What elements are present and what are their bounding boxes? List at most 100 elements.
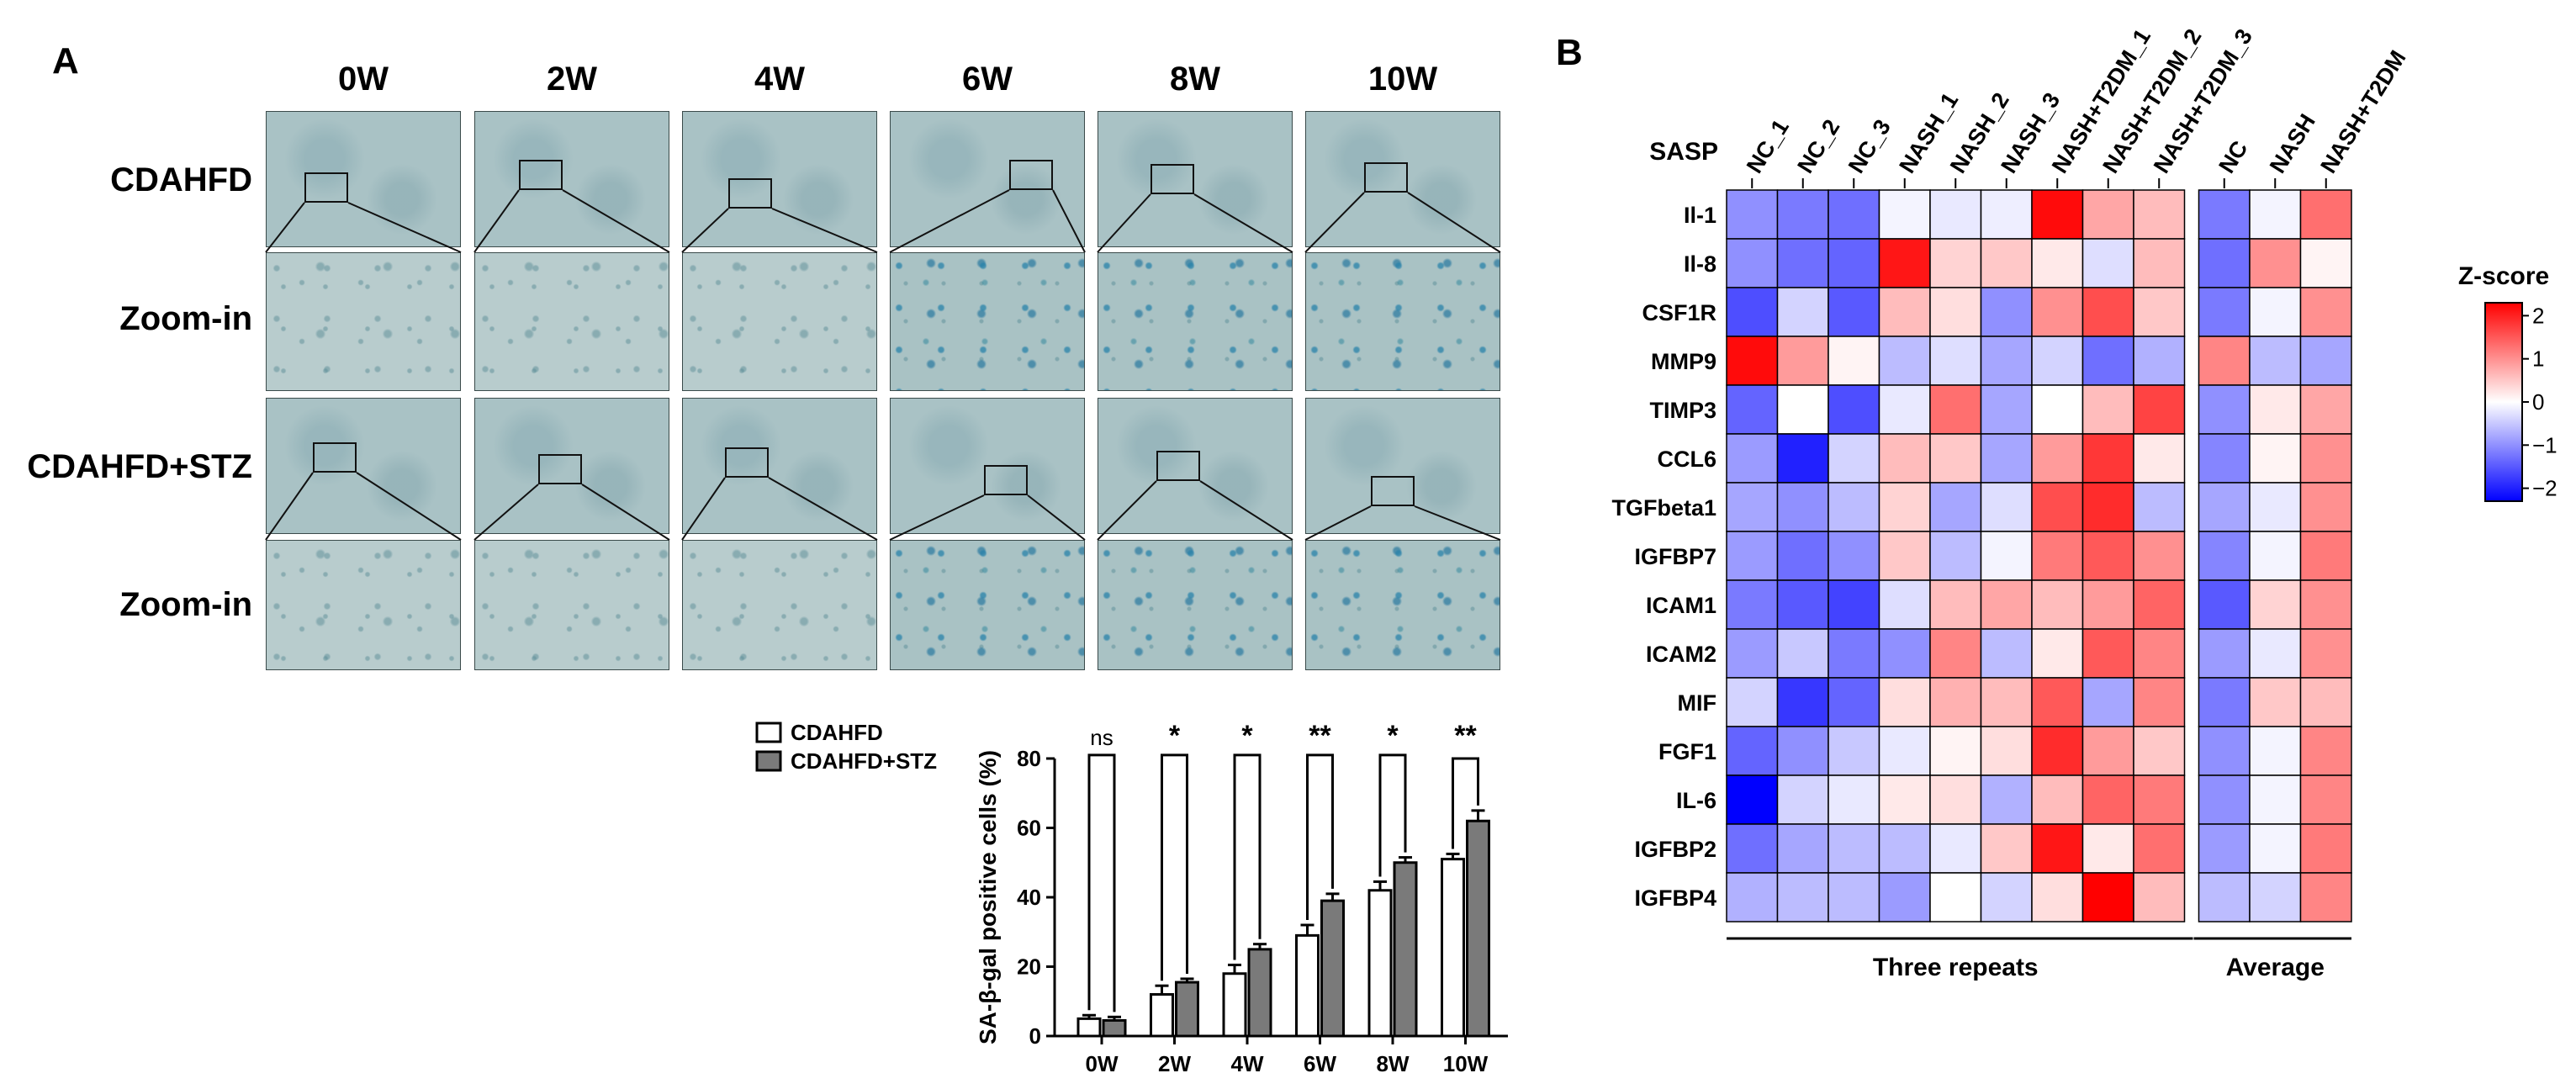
zoom-connector (1414, 505, 1501, 541)
heatmap-row-label: TGFbeta1 (1611, 495, 1716, 521)
heatmap-average-cell (2249, 384, 2302, 435)
heatmap-cell (2133, 336, 2186, 386)
heatmap-cell (2081, 823, 2134, 874)
heatmap-column-label: NASH+T2DM (2315, 46, 2410, 177)
heatmap-row-label: CSF1R (1642, 300, 1716, 325)
bar-cdahfd-stz (1175, 981, 1199, 1038)
heatmap-cell (2081, 872, 2134, 922)
zoom-region-box (728, 178, 772, 209)
heatmap-cell (2133, 287, 2186, 337)
micrograph-tile (890, 398, 1085, 534)
heatmap-cell (1828, 677, 1880, 727)
heatmap-cell (1828, 774, 1880, 825)
heatmap-cell (2031, 238, 2084, 288)
zoom-in-tile (1098, 252, 1293, 391)
zoom-connector (889, 494, 985, 541)
heatmap-cell (1980, 384, 2033, 435)
heatmap-cell (1929, 726, 1982, 776)
heatmap-average-cell (2249, 482, 2302, 532)
heatmap-cell (2133, 433, 2186, 484)
heatmap-cell (1929, 872, 1982, 922)
heatmap-cell (1980, 433, 2033, 484)
heatmap-average-cell (2198, 628, 2251, 679)
significance-bracket (1233, 753, 1262, 960)
zoom-connector (265, 202, 305, 253)
heatmap-cell (2133, 677, 2186, 727)
heatmap-cell (2031, 726, 2084, 776)
heatmap-cell (1980, 579, 2033, 630)
heatmap-cell (2031, 872, 2084, 922)
heatmap-cell (1776, 482, 1829, 532)
group-label-average: Average (2226, 954, 2325, 981)
heatmap-column-label: NC (2214, 136, 2252, 177)
chart-legend: CDAHFD CDAHFD+STZ (755, 720, 937, 774)
zoom-connector (1304, 505, 1372, 541)
heatmap-average-cell (2198, 872, 2251, 922)
heatmap-cell (1776, 823, 1829, 874)
heatmap-average-cell (2198, 433, 2251, 484)
heatmap-cell (1929, 336, 1982, 386)
heatmap-average-cell (2299, 531, 2352, 581)
heatmap-average-cell (2299, 336, 2352, 386)
heatmap-cell (1929, 482, 1982, 532)
micrograph-tile (682, 111, 877, 247)
heatmap-row-label: Il-8 (1684, 251, 1716, 277)
heatmap-average-cell (2299, 823, 2352, 874)
heatmap-row-label: MIF (1678, 690, 1717, 716)
heatmap-cell (2133, 482, 2186, 532)
heatmap-cell (1726, 823, 1779, 874)
heatmap-cell (1776, 531, 1829, 581)
heatmap-average-cell (2299, 287, 2352, 337)
heatmap-average-cell (2198, 726, 2251, 776)
heatmap-cell (2031, 482, 2084, 532)
zoom-connector (1097, 480, 1157, 541)
bar-cdahfd-stz (1320, 899, 1345, 1038)
timepoint-label: 2W (547, 61, 597, 98)
significance-label: ** (1454, 720, 1477, 752)
heatmap-cell (1980, 774, 2033, 825)
timepoint-label: 4W (754, 61, 805, 98)
heatmap-cell (2031, 677, 2084, 727)
heatmap-cell (1878, 726, 1931, 776)
heatmap-cell (1776, 384, 1829, 435)
heatmap-average-cell (2249, 189, 2302, 240)
zoom-in-tile (682, 540, 877, 670)
heatmap-cell (1929, 823, 1982, 874)
heatmap-row-label: IGFBP4 (1634, 885, 1716, 911)
heatmap-cell (1776, 774, 1829, 825)
heatmap-cell (2031, 774, 2084, 825)
zoom-connector (347, 202, 462, 253)
heatmap-average-cell (2249, 531, 2302, 581)
zoom-connector-lines (265, 189, 1501, 541)
heatmap-cell (1878, 628, 1931, 679)
significance-label: * (1169, 720, 1181, 752)
heatmap-cell (1726, 384, 1779, 435)
heatmap-cell (1878, 677, 1931, 727)
zoom-connector (771, 208, 878, 253)
heatmap-row-label: IGFBP7 (1634, 544, 1716, 569)
zoom-region-box (1156, 451, 1200, 481)
heatmap-cell (2081, 287, 2134, 337)
heatmap-cell (2031, 823, 2084, 874)
heatmap-cell (1776, 872, 1829, 922)
bar-cdahfd-stz (1393, 861, 1418, 1038)
heatmap-average-cell (2198, 677, 2251, 727)
micrograph-tile (266, 398, 461, 534)
bar-cdahfd (1150, 993, 1174, 1038)
heatmap-cell (1726, 336, 1779, 386)
x-tick-label: 8W (1377, 1051, 1410, 1076)
heatmap-cell (1980, 726, 2033, 776)
heatmap-average-cell (2249, 726, 2302, 776)
heatmap-average-cell (2299, 384, 2352, 435)
heatmap-average-cell (2249, 238, 2302, 288)
heatmap-cell (1726, 628, 1779, 679)
zoom-connector (1027, 494, 1086, 541)
colorbar-tick-label: −1 (2532, 432, 2557, 457)
heatmap-average-cell (2249, 823, 2302, 874)
zoom-connector (581, 484, 670, 541)
heatmap-cell (2133, 823, 2186, 874)
heatmap-cell (1878, 433, 1931, 484)
row-label-cdahfd: CDAHFD (110, 161, 252, 198)
heatmap-cell (2133, 774, 2186, 825)
significance-label: ns (1090, 725, 1113, 750)
